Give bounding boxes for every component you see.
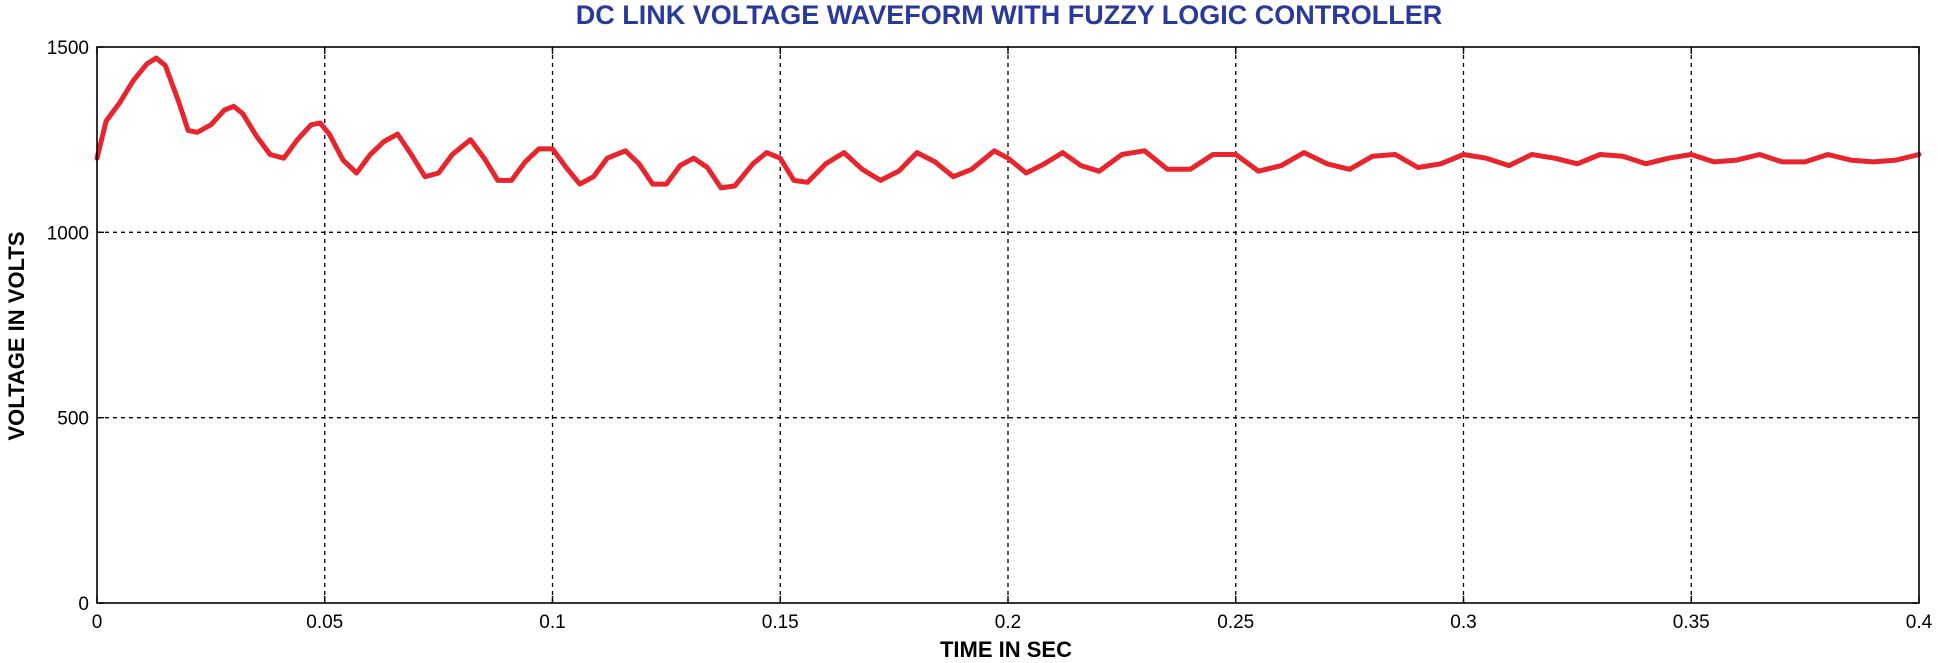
x-tick-label: 0.2	[995, 612, 1021, 633]
x-tick-label: 0.25	[1217, 612, 1254, 633]
series-line	[94, 55, 1922, 191]
series-layer	[94, 55, 1922, 191]
y-tick-labels: 0 500 1000 1500	[47, 38, 89, 615]
y-tick-label: 1000	[47, 223, 89, 244]
y-axis-title: VOLTAGE IN VOLTS	[4, 232, 29, 441]
y-tick-label: 1500	[47, 38, 89, 59]
x-tick-label: 0	[92, 612, 103, 633]
x-tick-label: 0.3	[1450, 612, 1476, 633]
tick-marks	[96, 46, 1920, 604]
y-tick-label: 500	[57, 409, 89, 430]
x-tick-label: 0.05	[306, 612, 343, 633]
x-tick-label: 0.1	[539, 612, 565, 633]
x-tick-label: 0.15	[762, 612, 799, 633]
x-axis-title: TIME IN SEC	[940, 637, 1072, 662]
y-tick-label: 0	[78, 594, 89, 615]
x-tick-label: 0.35	[1673, 612, 1710, 633]
grid-lines	[97, 47, 1919, 603]
x-tick-label: 0.4	[1906, 612, 1933, 633]
chart-title: DC LINK VOLTAGE WAVEFORM WITH FUZZY LOGI…	[576, 0, 1442, 30]
x-tick-labels: 0 0.05 0.1 0.15 0.2 0.25 0.3 0.35 0.4	[92, 612, 1933, 633]
